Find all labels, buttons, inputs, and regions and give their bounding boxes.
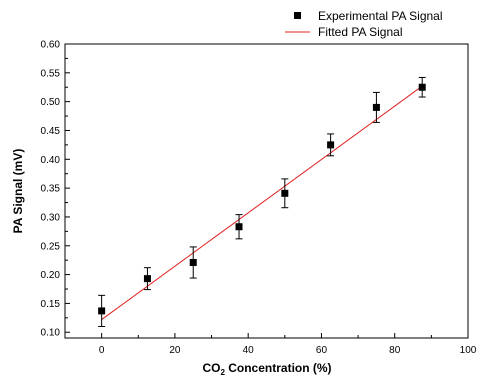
plot-frame bbox=[65, 44, 468, 338]
x-tick-label: 20 bbox=[169, 345, 181, 356]
y-tick-label: 0.20 bbox=[41, 270, 61, 281]
y-tick-label: 0.35 bbox=[41, 184, 61, 195]
legend-marker-experimental bbox=[294, 12, 301, 19]
y-tick-label: 0.45 bbox=[41, 126, 61, 137]
x-tick-label: 80 bbox=[389, 345, 401, 356]
point-marker bbox=[144, 275, 151, 282]
point-marker bbox=[281, 190, 288, 197]
x-axis-title: CO2 Concentration (%) bbox=[202, 361, 331, 377]
data-points-group bbox=[98, 77, 426, 326]
data-point bbox=[327, 134, 334, 156]
x-tick-label: 100 bbox=[460, 345, 477, 356]
y-ticks: 0.10 0.15 0.20 0.25 0.30 0.35 0.40 0.45 0.50 0.55… bbox=[41, 40, 70, 339]
fit-line bbox=[102, 86, 423, 319]
y-tick-label: 0.15 bbox=[41, 299, 61, 310]
legend-label-experimental: Experimental PA Signal bbox=[318, 9, 443, 23]
x-tick-label: 0 bbox=[99, 345, 105, 356]
data-point bbox=[281, 179, 288, 208]
data-point bbox=[98, 295, 105, 326]
point-marker bbox=[236, 223, 243, 230]
legend: Experimental PA Signal Fitted PA Signal bbox=[285, 9, 443, 39]
x-ticks: 0 20 40 60 80 100 bbox=[65, 333, 477, 356]
point-marker bbox=[327, 141, 334, 148]
y-tick-label: 0.10 bbox=[41, 328, 61, 339]
x-tick-label: 60 bbox=[316, 345, 328, 356]
y-tick-label: 0.30 bbox=[41, 212, 61, 223]
point-marker bbox=[419, 84, 426, 91]
point-marker bbox=[98, 307, 105, 314]
y-tick-label: 0.50 bbox=[41, 97, 61, 108]
data-point bbox=[419, 77, 426, 97]
y-tick-label: 0.55 bbox=[41, 68, 61, 79]
legend-label-fitted: Fitted PA Signal bbox=[318, 25, 403, 39]
y-tick-label: 0.40 bbox=[41, 155, 61, 166]
fit-line-group bbox=[102, 86, 423, 319]
y-tick-label: 0.60 bbox=[41, 40, 61, 51]
y-tick-label: 0.25 bbox=[41, 241, 61, 252]
data-point bbox=[144, 268, 151, 290]
x-tick-label: 40 bbox=[243, 345, 255, 356]
point-marker bbox=[373, 104, 380, 111]
y-axis-title: PA Signal (mV) bbox=[11, 149, 25, 234]
point-marker bbox=[190, 259, 197, 266]
